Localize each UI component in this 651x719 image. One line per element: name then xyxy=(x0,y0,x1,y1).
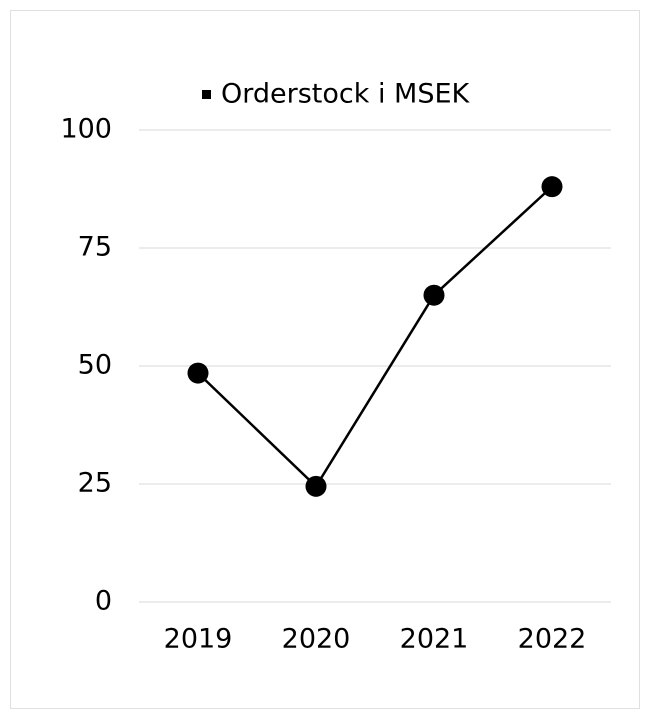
x-tick-label: 2022 xyxy=(518,624,587,655)
data-point xyxy=(305,475,327,497)
y-tick-label: 75 xyxy=(78,232,112,263)
data-point xyxy=(187,362,209,384)
y-tick-label: 25 xyxy=(78,468,112,499)
data-point xyxy=(423,284,445,306)
legend-swatch xyxy=(202,90,211,99)
data-point xyxy=(541,176,563,198)
chart-frame xyxy=(10,10,640,709)
x-tick-label: 2020 xyxy=(282,624,351,655)
x-tick-label: 2021 xyxy=(400,624,469,655)
x-tick-label: 2019 xyxy=(164,624,233,655)
y-tick-label: 0 xyxy=(95,586,112,617)
legend-label: Orderstock i MSEK xyxy=(221,79,471,110)
y-tick-label: 100 xyxy=(60,114,112,145)
y-tick-label: 50 xyxy=(78,350,112,381)
series-line xyxy=(197,185,553,489)
